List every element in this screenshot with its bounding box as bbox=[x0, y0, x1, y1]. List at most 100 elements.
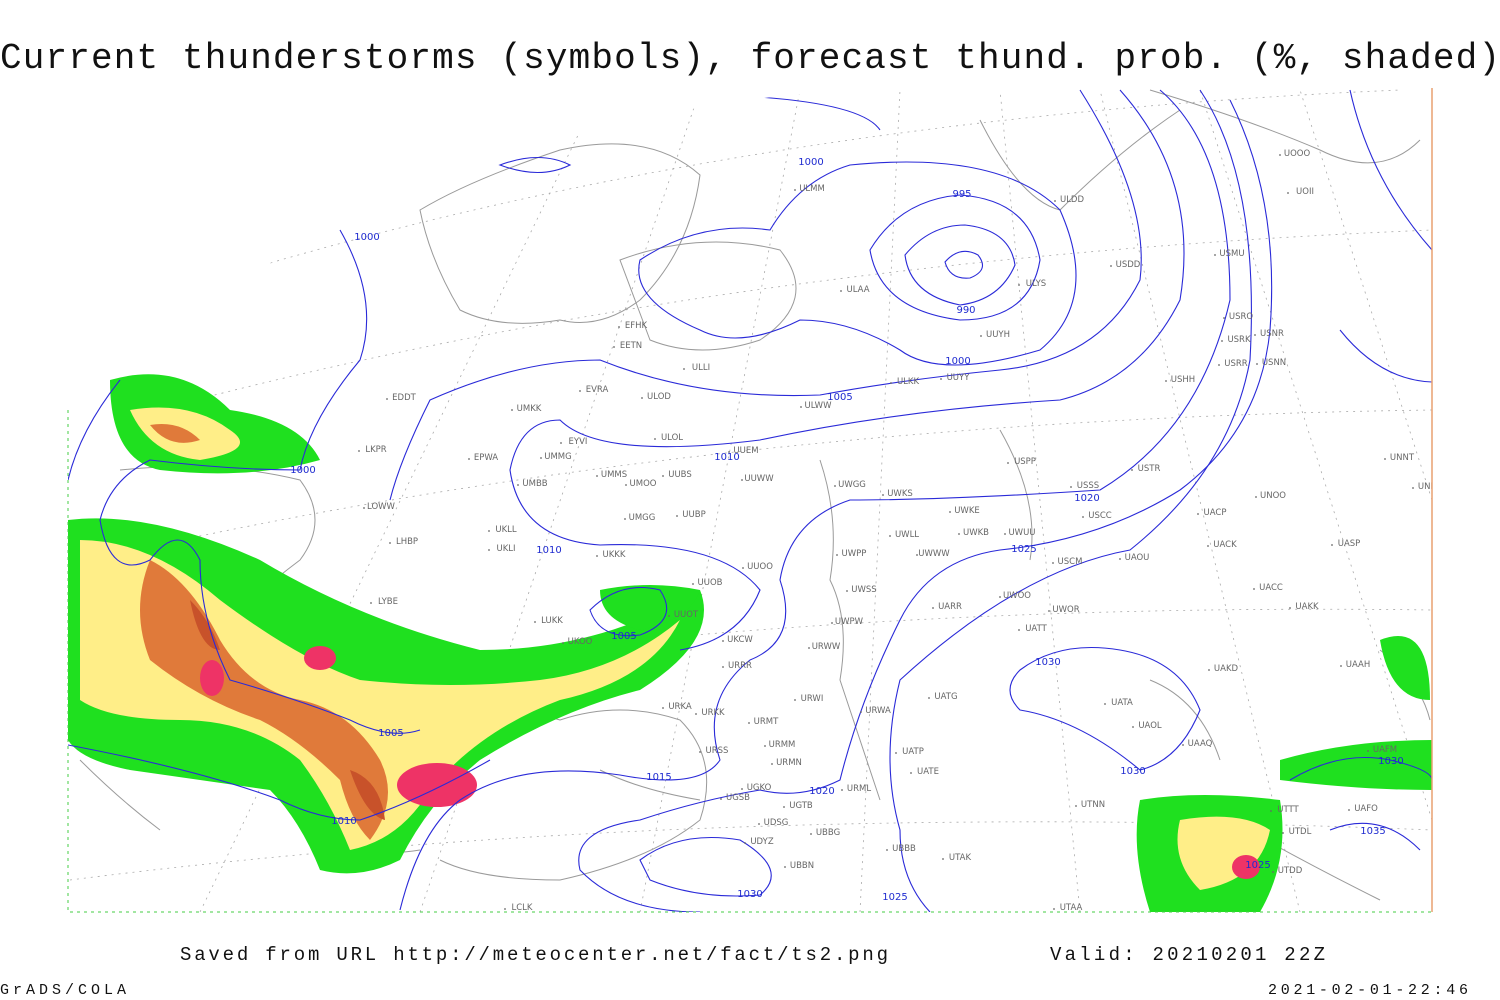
station-dot bbox=[895, 752, 897, 754]
station-dot bbox=[1110, 265, 1112, 267]
station-dot bbox=[1070, 486, 1072, 488]
station-dot bbox=[744, 842, 746, 844]
station-code: URWW bbox=[812, 642, 841, 652]
station-dot bbox=[1287, 192, 1289, 194]
station-dot bbox=[940, 378, 942, 380]
station-code: URSS bbox=[706, 746, 729, 756]
station-dot bbox=[1256, 363, 1258, 365]
station-code: LHBP bbox=[396, 537, 418, 547]
station-dot bbox=[942, 858, 944, 860]
station-dot bbox=[692, 583, 694, 585]
station-code: UKCW bbox=[727, 635, 753, 645]
station-code: UKLI bbox=[496, 544, 515, 554]
station-dot bbox=[370, 602, 372, 604]
station-code: UWSS bbox=[851, 585, 876, 595]
station-dot bbox=[1165, 380, 1167, 382]
station-code: URMN bbox=[776, 758, 802, 768]
station-code: UGTB bbox=[789, 801, 813, 811]
valid-time: Valid: 20210201 22Z bbox=[1050, 944, 1325, 966]
station-dot bbox=[741, 479, 743, 481]
station-dot bbox=[1054, 200, 1056, 202]
station-dot bbox=[1289, 607, 1291, 609]
station-code: UMGG bbox=[629, 513, 656, 523]
station-dot bbox=[722, 640, 724, 642]
station-dot bbox=[1007, 462, 1009, 464]
station-code: URWI bbox=[801, 694, 824, 704]
station-code: UMMG bbox=[544, 452, 571, 462]
station-code: UTAA bbox=[1060, 903, 1083, 913]
isobar-label: 1005 bbox=[378, 728, 403, 739]
isobar-label: 1000 bbox=[798, 157, 823, 168]
station-dot bbox=[1018, 629, 1020, 631]
station-code: URKK bbox=[701, 708, 725, 718]
station-dot bbox=[771, 763, 773, 765]
station-dot bbox=[1412, 487, 1414, 489]
station-dot bbox=[540, 457, 542, 459]
station-code: UTTT bbox=[1277, 805, 1299, 815]
station-dot bbox=[1254, 334, 1256, 336]
station-dot bbox=[810, 833, 812, 835]
station-dot bbox=[1104, 703, 1106, 705]
station-dot bbox=[596, 475, 598, 477]
station-dot bbox=[654, 438, 656, 440]
station-dot bbox=[1218, 364, 1220, 366]
station-dot bbox=[784, 866, 786, 868]
station-dot bbox=[916, 554, 918, 556]
isobar-label: 1005 bbox=[611, 631, 636, 642]
station-dot bbox=[932, 607, 934, 609]
station-code: UARR bbox=[938, 602, 962, 612]
station-dot bbox=[1075, 805, 1077, 807]
station-dot bbox=[889, 535, 891, 537]
station-dot bbox=[1272, 871, 1274, 873]
station-code: LYBE bbox=[378, 597, 398, 607]
station-dot bbox=[358, 450, 360, 452]
station-code: UAAQ bbox=[1188, 739, 1213, 749]
station-dot bbox=[488, 549, 490, 551]
station-code: EDDT bbox=[392, 393, 416, 403]
isobar-label: 1020 bbox=[809, 786, 834, 797]
station-code: UUOB bbox=[698, 578, 723, 588]
station-code: ULWW bbox=[805, 401, 833, 411]
station-code: UTAK bbox=[949, 853, 972, 863]
station-dot bbox=[764, 745, 766, 747]
station-code: USCC bbox=[1088, 511, 1112, 521]
thunderstorm-symbols bbox=[200, 646, 1260, 879]
station-code: URML bbox=[847, 784, 871, 794]
isobar-label: 1020 bbox=[1074, 493, 1099, 504]
station-dot bbox=[1004, 533, 1006, 535]
station-code: UBBG bbox=[816, 828, 840, 838]
station-code: ULDD bbox=[1060, 195, 1085, 205]
station-dot bbox=[1253, 588, 1255, 590]
station-dot bbox=[389, 542, 391, 544]
station-code: URKA bbox=[668, 702, 692, 712]
station-dot bbox=[668, 615, 670, 617]
station-code: UACK bbox=[1213, 540, 1237, 550]
station-code: USRK bbox=[1227, 335, 1251, 345]
station-dot bbox=[1221, 340, 1223, 342]
station-dot bbox=[662, 475, 664, 477]
station-code: URMM bbox=[769, 740, 796, 750]
station-dot bbox=[676, 515, 678, 517]
station-code: UGSB bbox=[726, 793, 750, 803]
station-code: UAOU bbox=[1125, 553, 1150, 563]
station-code: EETN bbox=[620, 341, 642, 351]
station-code: UMMS bbox=[601, 470, 627, 480]
station-code: UATT bbox=[1025, 624, 1047, 634]
station-dot bbox=[1207, 545, 1209, 547]
station-dot bbox=[808, 647, 810, 649]
station-dot bbox=[641, 397, 643, 399]
station-code: ULOD bbox=[647, 392, 671, 402]
station-code: UUOO bbox=[747, 562, 773, 572]
station-code: UATA bbox=[1111, 698, 1133, 708]
station-code: USTR bbox=[1138, 464, 1161, 474]
station-code: UASP bbox=[1338, 539, 1361, 549]
station-code: LKPR bbox=[365, 445, 386, 455]
station-dot bbox=[742, 567, 744, 569]
station-dot bbox=[1119, 558, 1121, 560]
station-code: EFHK bbox=[625, 321, 648, 331]
isobar-label: 1030 bbox=[1378, 756, 1403, 767]
isobar-label: 1030 bbox=[737, 889, 762, 900]
station-dot bbox=[949, 511, 951, 513]
station-code: LCLK bbox=[512, 903, 533, 913]
station-code: LUKK bbox=[541, 616, 563, 626]
